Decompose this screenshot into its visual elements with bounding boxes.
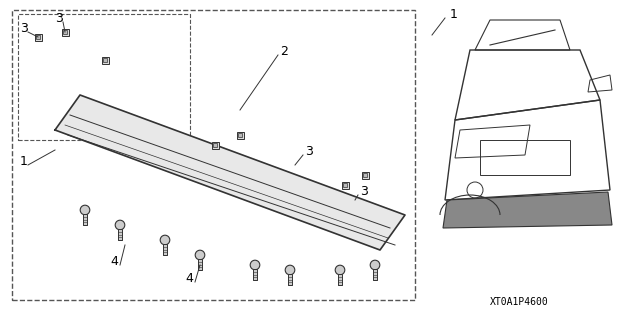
Bar xyxy=(163,244,167,255)
Circle shape xyxy=(335,265,345,275)
Bar xyxy=(35,33,42,41)
Text: 3: 3 xyxy=(55,12,63,25)
Bar xyxy=(213,143,217,147)
Text: 3: 3 xyxy=(20,22,28,35)
Bar xyxy=(83,214,87,225)
Bar xyxy=(237,131,243,138)
Bar xyxy=(362,172,369,179)
Bar xyxy=(373,269,377,280)
Bar xyxy=(61,28,68,35)
Polygon shape xyxy=(443,192,612,228)
Bar xyxy=(238,133,242,137)
Bar xyxy=(480,140,570,175)
Text: 1: 1 xyxy=(450,8,458,21)
Circle shape xyxy=(160,235,170,245)
Circle shape xyxy=(80,205,90,215)
Polygon shape xyxy=(55,95,405,250)
Bar xyxy=(342,182,349,189)
Text: 3: 3 xyxy=(360,185,368,198)
Bar xyxy=(253,269,257,280)
Bar xyxy=(343,183,347,187)
Bar xyxy=(118,229,122,240)
Bar xyxy=(338,274,342,285)
Bar xyxy=(63,30,67,34)
Bar xyxy=(364,173,367,177)
Text: 3: 3 xyxy=(305,145,313,158)
Bar xyxy=(198,259,202,270)
Text: 1: 1 xyxy=(20,155,28,168)
Circle shape xyxy=(195,250,205,260)
Bar xyxy=(12,10,415,300)
Circle shape xyxy=(370,260,380,270)
Circle shape xyxy=(115,220,125,230)
Text: 4: 4 xyxy=(110,255,118,268)
Text: 2: 2 xyxy=(280,45,288,58)
Bar xyxy=(211,142,218,149)
Bar xyxy=(18,14,190,140)
Circle shape xyxy=(285,265,295,275)
Bar xyxy=(288,274,292,285)
Bar xyxy=(36,35,40,39)
Text: XT0A1P4600: XT0A1P4600 xyxy=(490,297,548,307)
Circle shape xyxy=(250,260,260,270)
Bar xyxy=(103,58,107,62)
Bar xyxy=(102,56,109,63)
Text: 4: 4 xyxy=(185,272,193,285)
